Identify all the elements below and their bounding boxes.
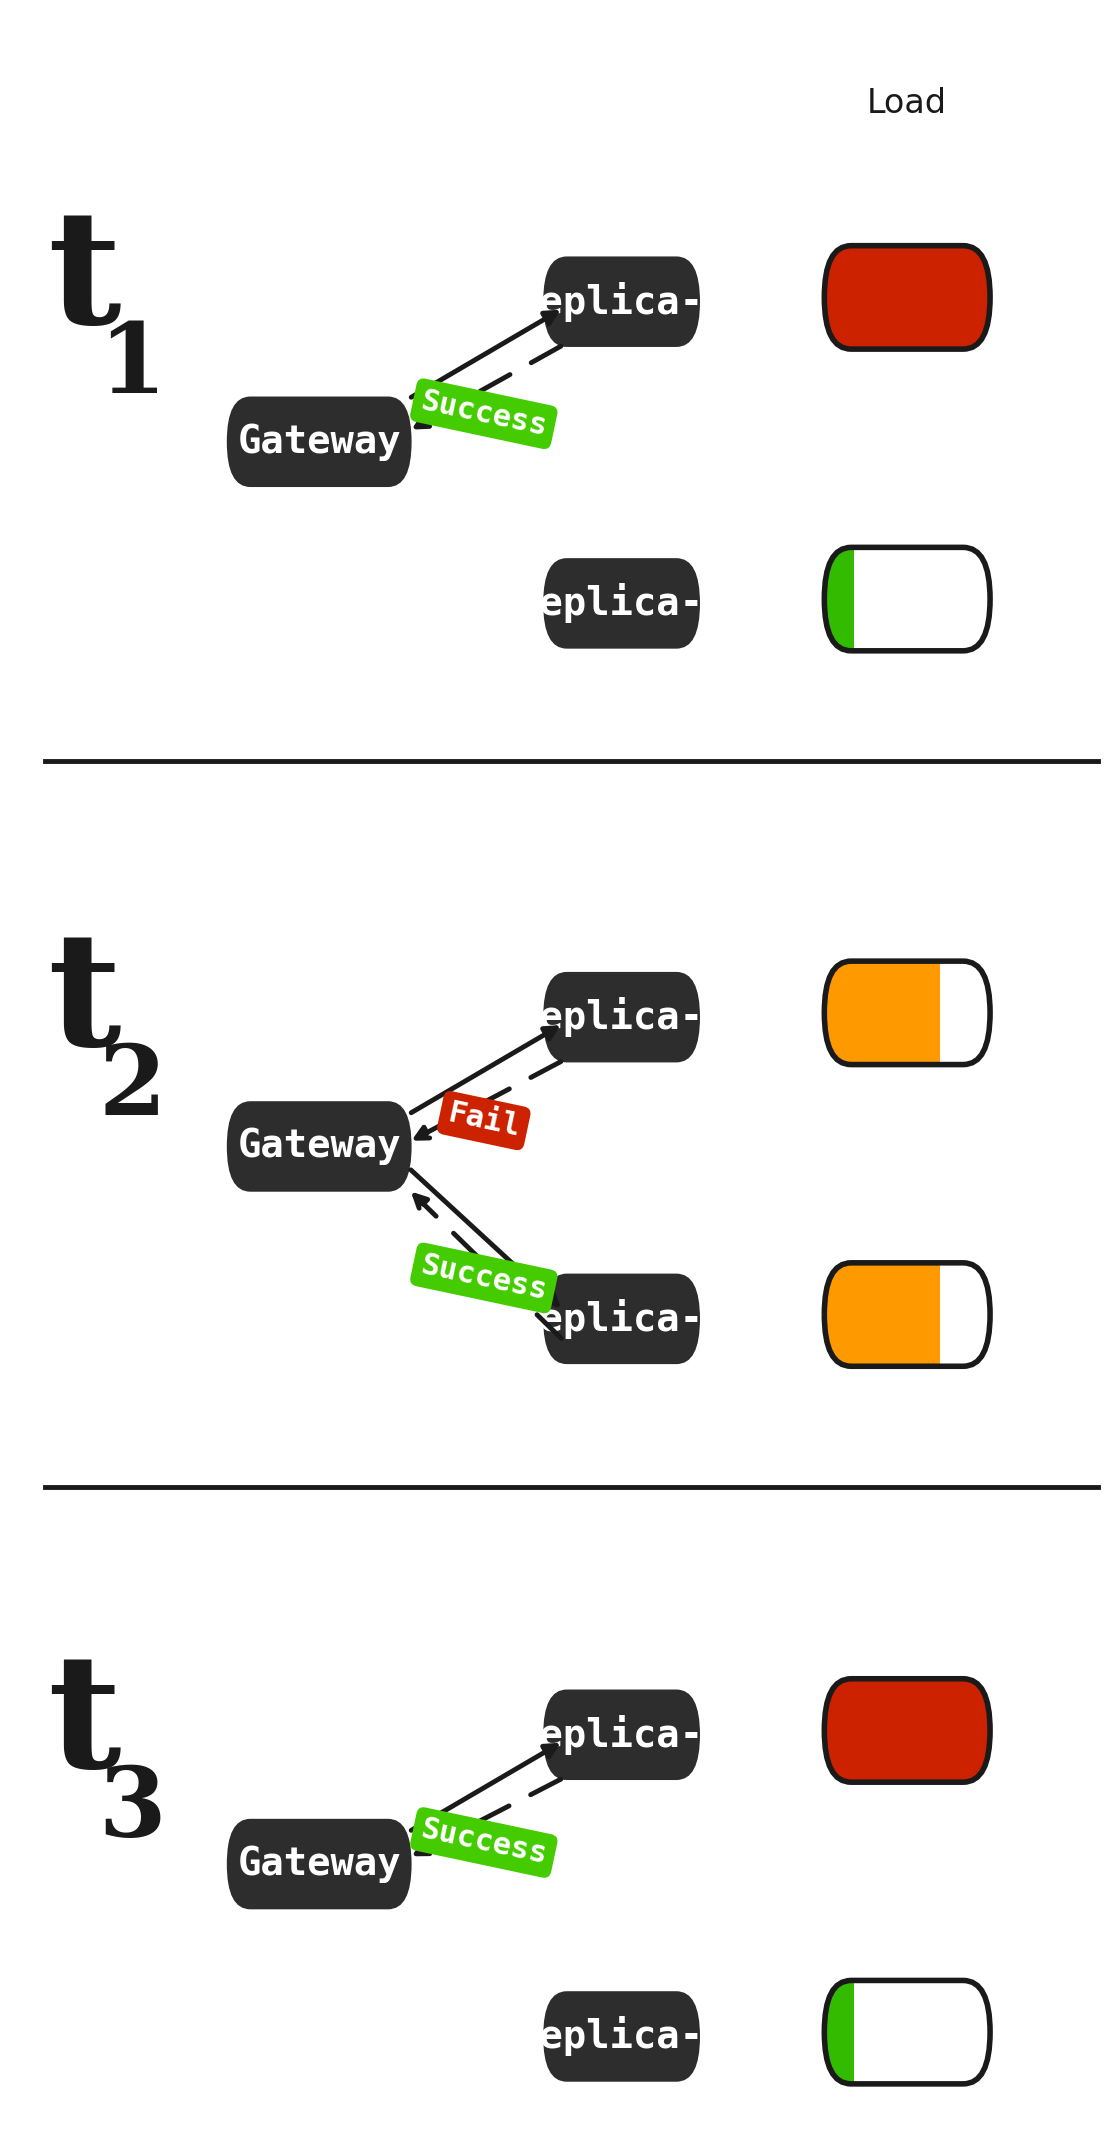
FancyBboxPatch shape [824,1980,990,2084]
FancyBboxPatch shape [824,1263,990,1366]
FancyBboxPatch shape [941,940,1001,1086]
FancyBboxPatch shape [824,1679,990,1782]
FancyBboxPatch shape [543,972,700,1062]
FancyBboxPatch shape [226,1101,411,1192]
FancyBboxPatch shape [824,1980,990,2084]
FancyBboxPatch shape [824,1263,990,1366]
FancyBboxPatch shape [824,961,990,1065]
FancyBboxPatch shape [855,526,1001,672]
Text: 2: 2 [99,1041,166,1136]
FancyBboxPatch shape [543,256,700,347]
FancyBboxPatch shape [226,397,411,487]
FancyBboxPatch shape [824,547,990,651]
Text: t: t [47,1646,121,1802]
FancyBboxPatch shape [543,1690,700,1780]
Text: Fail: Fail [445,1099,523,1142]
FancyBboxPatch shape [824,547,990,651]
FancyBboxPatch shape [824,1679,990,1782]
Text: Replica-1: Replica-1 [516,282,727,321]
Text: Replica-1: Replica-1 [516,998,727,1037]
Text: Load: Load [867,86,948,121]
FancyBboxPatch shape [855,1959,1001,2105]
Text: Replica-1: Replica-1 [516,1715,727,1754]
FancyBboxPatch shape [824,246,990,349]
Text: 1: 1 [99,319,166,414]
Text: Gateway: Gateway [237,1127,401,1166]
Text: Success: Success [418,386,550,442]
FancyBboxPatch shape [824,246,990,349]
Text: Replica-2: Replica-2 [516,1299,727,1338]
Text: 3: 3 [99,1763,166,1858]
Text: t: t [47,203,121,358]
FancyBboxPatch shape [543,558,700,649]
Text: Replica-2: Replica-2 [516,584,727,623]
Text: Gateway: Gateway [237,422,401,461]
FancyBboxPatch shape [543,1274,700,1364]
FancyBboxPatch shape [226,1819,411,1909]
Text: t: t [47,924,121,1080]
FancyBboxPatch shape [824,961,990,1065]
Text: Success: Success [418,1250,550,1306]
Text: Gateway: Gateway [237,1845,401,1883]
Text: Replica-2: Replica-2 [516,2017,727,2056]
Text: Success: Success [418,1815,550,1871]
FancyBboxPatch shape [941,1241,1001,1388]
FancyBboxPatch shape [543,1991,700,2082]
